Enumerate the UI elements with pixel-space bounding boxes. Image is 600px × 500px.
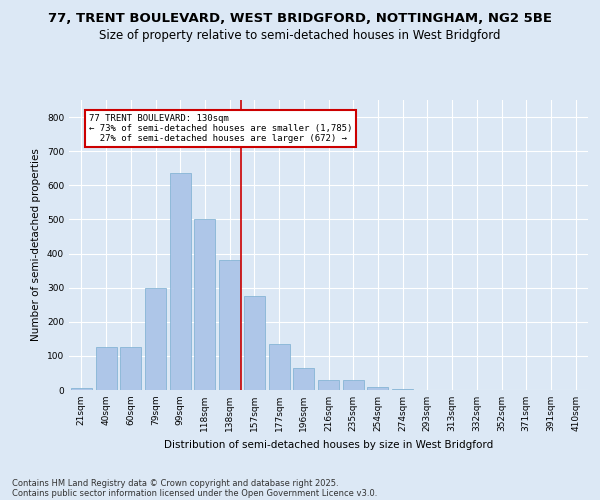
Bar [95,348,116,390]
Text: 77 TRENT BOULEVARD: 130sqm
← 73% of semi-detached houses are smaller (1,785)
  2: 77 TRENT BOULEVARD: 130sqm ← 73% of semi… [89,114,352,144]
Text: 77, TRENT BOULEVARD, WEST BRIDGFORD, NOTTINGHAM, NG2 5BE: 77, TRENT BOULEVARD, WEST BRIDGFORD, NOT… [48,12,552,26]
Bar [194,220,215,390]
Bar [318,380,339,390]
Bar [269,344,290,390]
Bar [244,296,265,390]
Bar [145,288,166,390]
Bar [293,368,314,390]
Bar [367,386,388,390]
Text: Size of property relative to semi-detached houses in West Bridgford: Size of property relative to semi-detach… [99,28,501,42]
X-axis label: Distribution of semi-detached houses by size in West Bridgford: Distribution of semi-detached houses by … [164,440,493,450]
Bar [343,380,364,390]
Bar [170,174,191,390]
Y-axis label: Number of semi-detached properties: Number of semi-detached properties [31,148,41,342]
Text: Contains HM Land Registry data © Crown copyright and database right 2025.: Contains HM Land Registry data © Crown c… [12,478,338,488]
Bar [71,388,92,390]
Bar [120,348,141,390]
Bar [219,260,240,390]
Text: Contains public sector information licensed under the Open Government Licence v3: Contains public sector information licen… [12,488,377,498]
